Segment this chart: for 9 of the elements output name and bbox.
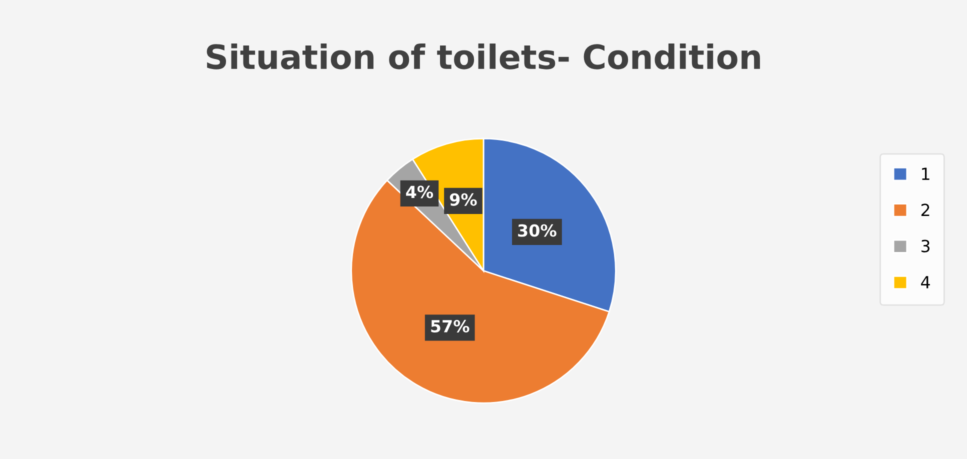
legend-label: 4 [921, 276, 930, 288]
legend-label: 3 [921, 240, 930, 252]
data-label: 9% [450, 193, 477, 206]
data-label: 57% [431, 320, 470, 333]
legend-label: 1 [922, 168, 930, 180]
legend-label: 2 [921, 204, 930, 216]
data-label: 4% [406, 186, 434, 198]
chart-title: Situation of toilets- Condition [206, 44, 760, 70]
data-label: 30% [518, 224, 556, 237]
